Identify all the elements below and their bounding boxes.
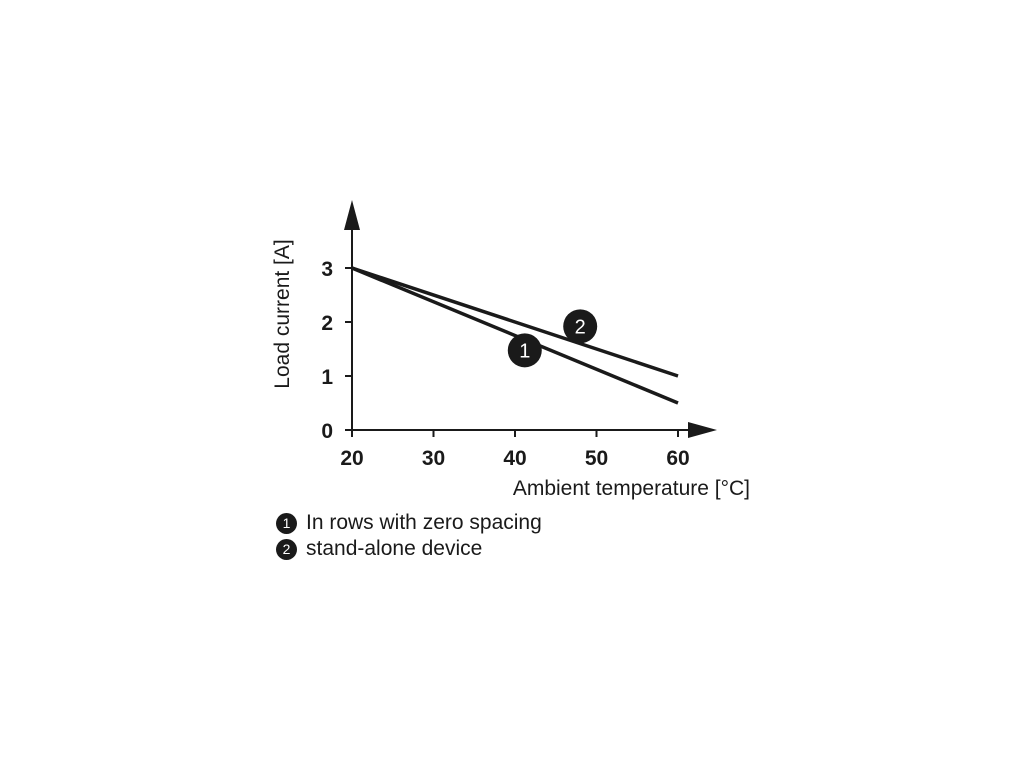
- legend-marker-1: 1: [276, 512, 297, 534]
- y-axis-arrow: [344, 200, 360, 230]
- legend-marker-2: 2: [276, 538, 297, 560]
- chart-axes: [344, 200, 717, 438]
- x-tick-label: 20: [340, 447, 363, 470]
- legend-item-1: 1 In rows with zero spacing: [276, 510, 542, 536]
- series-markers: 12: [507, 309, 598, 368]
- series-marker-1: [507, 333, 542, 368]
- series-marker-2: [563, 309, 598, 344]
- legend-label-1: In rows with zero spacing: [306, 511, 542, 534]
- y-tick-label: 3: [321, 258, 333, 281]
- x-tick-label: 40: [503, 447, 526, 470]
- series-marker-label-1: 1: [519, 340, 530, 362]
- y-tick-label: 1: [321, 366, 333, 389]
- x-axis-arrow: [688, 422, 717, 438]
- legend: 1 In rows with zero spacing 2 stand-alon…: [276, 510, 542, 562]
- series-group: [351, 266, 679, 405]
- series-line-2: [351, 266, 679, 378]
- legend-item-2: 2 stand-alone device: [276, 536, 542, 562]
- x-axis-title: Ambient temperature [°C]: [513, 477, 750, 500]
- x-tick-label: 60: [666, 447, 689, 470]
- x-tick-label: 30: [422, 447, 445, 470]
- y-tick-label: 0: [321, 420, 333, 443]
- series-line-1: [351, 266, 679, 405]
- y-axis-title: Load current [A]: [271, 239, 294, 388]
- legend-label-2: stand-alone device: [306, 537, 483, 560]
- y-tick-label: 2: [321, 312, 333, 335]
- series-marker-label-2: 2: [575, 316, 586, 338]
- x-tick-label: 50: [585, 447, 608, 470]
